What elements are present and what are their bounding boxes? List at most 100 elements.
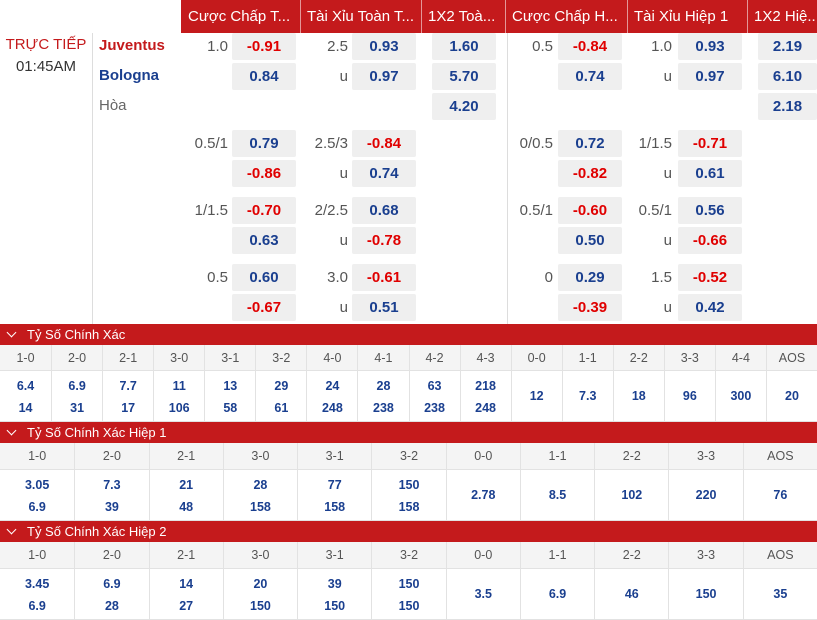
score-odds[interactable]: 248 — [475, 401, 497, 415]
score-odds-cell[interactable]: 6.4 14 — [0, 371, 51, 422]
score-odds-cell[interactable]: 35 — [742, 569, 817, 620]
score-odds[interactable]: 102 — [621, 488, 643, 502]
score-odds[interactable]: 48 — [179, 500, 194, 514]
section-correct-score[interactable]: Tỷ Số Chính Xác — [0, 324, 817, 345]
odds-button[interactable]: 2.18 — [758, 93, 817, 120]
score-odds[interactable]: 3.5 — [474, 587, 492, 601]
score-odds-cell[interactable]: 24 248 — [306, 371, 357, 422]
score-odds[interactable]: 14 — [179, 577, 194, 591]
score-odds-cell[interactable]: 11 106 — [153, 371, 204, 422]
score-odds-cell[interactable]: 28 238 — [357, 371, 408, 422]
odds-button[interactable]: 0.79 — [232, 130, 296, 157]
score-odds[interactable]: 31 — [70, 401, 85, 415]
score-odds[interactable]: 21 — [179, 478, 194, 492]
score-odds-cell[interactable]: 6.9 28 — [74, 569, 148, 620]
col-ft-handicap[interactable]: Cược Chấp T... — [181, 0, 300, 33]
odds-button[interactable]: 0.93 — [352, 33, 416, 60]
score-odds-cell[interactable]: 2.78 — [445, 470, 520, 521]
score-odds[interactable]: 17 — [121, 401, 136, 415]
score-odds-cell[interactable]: 6.9 — [519, 569, 594, 620]
score-odds-cell[interactable]: 21 48 — [148, 470, 223, 521]
odds-button[interactable]: 5.70 — [432, 63, 496, 90]
score-odds-cell[interactable]: 150 158 — [371, 470, 445, 521]
score-odds[interactable]: 46 — [624, 587, 639, 601]
score-odds-cell[interactable]: 14 27 — [148, 569, 223, 620]
score-odds-cell[interactable]: 20 — [765, 371, 817, 422]
odds-button[interactable]: -0.70 — [232, 197, 296, 224]
score-odds[interactable]: 150 — [324, 599, 346, 613]
score-odds-cell[interactable]: 7.3 39 — [74, 470, 148, 521]
score-odds[interactable]: 28 — [104, 599, 119, 613]
score-odds-cell[interactable]: 3.5 — [445, 569, 520, 620]
odds-button[interactable]: -0.67 — [232, 294, 296, 321]
score-odds[interactable]: 150 — [398, 599, 420, 613]
score-odds-cell[interactable]: 3.05 6.9 — [0, 470, 74, 521]
score-odds[interactable]: 7.3 — [579, 389, 597, 403]
score-odds[interactable]: 238 — [424, 401, 445, 415]
section-correct-score-h1[interactable]: Tỷ Số Chính Xác Hiệp 1 — [0, 422, 817, 443]
score-odds-cell[interactable]: 218 248 — [459, 371, 511, 422]
score-odds[interactable]: 63 — [427, 379, 442, 393]
score-odds[interactable]: 39 — [327, 577, 342, 591]
score-odds[interactable]: 6.4 — [16, 379, 35, 393]
score-odds[interactable]: 76 — [773, 488, 788, 502]
odds-button[interactable]: 0.74 — [352, 160, 416, 187]
score-odds[interactable]: 27 — [179, 599, 194, 613]
odds-button[interactable]: 4.20 — [432, 93, 496, 120]
score-odds[interactable]: 11 — [172, 379, 186, 393]
score-odds[interactable]: 12 — [529, 389, 544, 403]
score-odds[interactable]: 6.9 — [68, 379, 86, 393]
score-odds[interactable]: 248 — [321, 401, 343, 415]
score-odds[interactable]: 6.9 — [28, 599, 46, 613]
odds-button[interactable]: 0.97 — [352, 63, 416, 90]
odds-button[interactable]: 0.97 — [678, 63, 742, 90]
score-odds-cell[interactable]: 7.7 17 — [102, 371, 153, 422]
score-odds[interactable]: 24 — [325, 379, 340, 393]
score-odds[interactable]: 35 — [773, 587, 788, 601]
score-odds[interactable]: 13 — [223, 379, 238, 393]
score-odds[interactable]: 106 — [168, 401, 190, 415]
score-odds[interactable]: 20 — [253, 577, 268, 591]
score-odds[interactable]: 220 — [695, 488, 717, 502]
score-odds[interactable]: 14 — [18, 401, 33, 415]
score-odds-cell[interactable]: 96 — [663, 371, 715, 422]
score-odds[interactable]: 39 — [104, 500, 119, 514]
score-odds[interactable]: 20 — [785, 389, 799, 403]
score-odds-cell[interactable]: 8.5 — [519, 470, 594, 521]
score-odds-cell[interactable]: 7.3 — [561, 371, 613, 422]
score-odds-cell[interactable]: 20 150 — [222, 569, 297, 620]
section-correct-score-h2[interactable]: Tỷ Số Chính Xác Hiệp 2 — [0, 521, 817, 542]
odds-button[interactable]: -0.66 — [678, 227, 742, 254]
score-odds[interactable]: 6.9 — [28, 500, 46, 514]
odds-button[interactable]: 0.84 — [232, 63, 296, 90]
odds-button[interactable]: 0.63 — [232, 227, 296, 254]
score-odds-cell[interactable]: 63 238 — [408, 371, 460, 422]
odds-button[interactable]: -0.82 — [558, 160, 622, 187]
odds-button[interactable]: -0.71 — [678, 130, 742, 157]
score-odds[interactable]: 158 — [250, 500, 271, 514]
score-odds[interactable]: 300 — [730, 389, 752, 403]
odds-button[interactable]: 0.42 — [678, 294, 742, 321]
score-odds[interactable]: 8.5 — [548, 488, 567, 502]
score-odds-cell[interactable]: 3.45 6.9 — [0, 569, 74, 620]
score-odds[interactable]: 58 — [223, 401, 238, 415]
score-odds-cell[interactable]: 12 — [510, 371, 562, 422]
score-odds-cell[interactable]: 102 — [594, 470, 668, 521]
score-odds-cell[interactable]: 29 61 — [255, 371, 306, 422]
score-odds[interactable]: 150 — [398, 478, 420, 492]
score-odds[interactable]: 28 — [376, 379, 391, 393]
score-odds[interactable]: 150 — [398, 577, 420, 591]
odds-button[interactable]: -0.78 — [352, 227, 416, 254]
score-odds[interactable]: 158 — [324, 500, 346, 514]
score-odds[interactable]: 18 — [631, 389, 646, 403]
odds-button[interactable]: 0.61 — [678, 160, 742, 187]
col-h1-over-under[interactable]: Tài Xỉu Hiệp 1 — [627, 0, 747, 33]
odds-button[interactable]: 2.19 — [758, 33, 817, 60]
score-odds-cell[interactable]: 28 158 — [222, 470, 297, 521]
odds-button[interactable]: -0.39 — [558, 294, 622, 321]
score-odds-cell[interactable]: 76 — [742, 470, 817, 521]
score-odds[interactable]: 6.9 — [548, 587, 567, 601]
score-odds-cell[interactable]: 46 — [594, 569, 668, 620]
score-odds-cell[interactable]: 77 158 — [297, 470, 371, 521]
odds-button[interactable]: 0.51 — [352, 294, 416, 321]
